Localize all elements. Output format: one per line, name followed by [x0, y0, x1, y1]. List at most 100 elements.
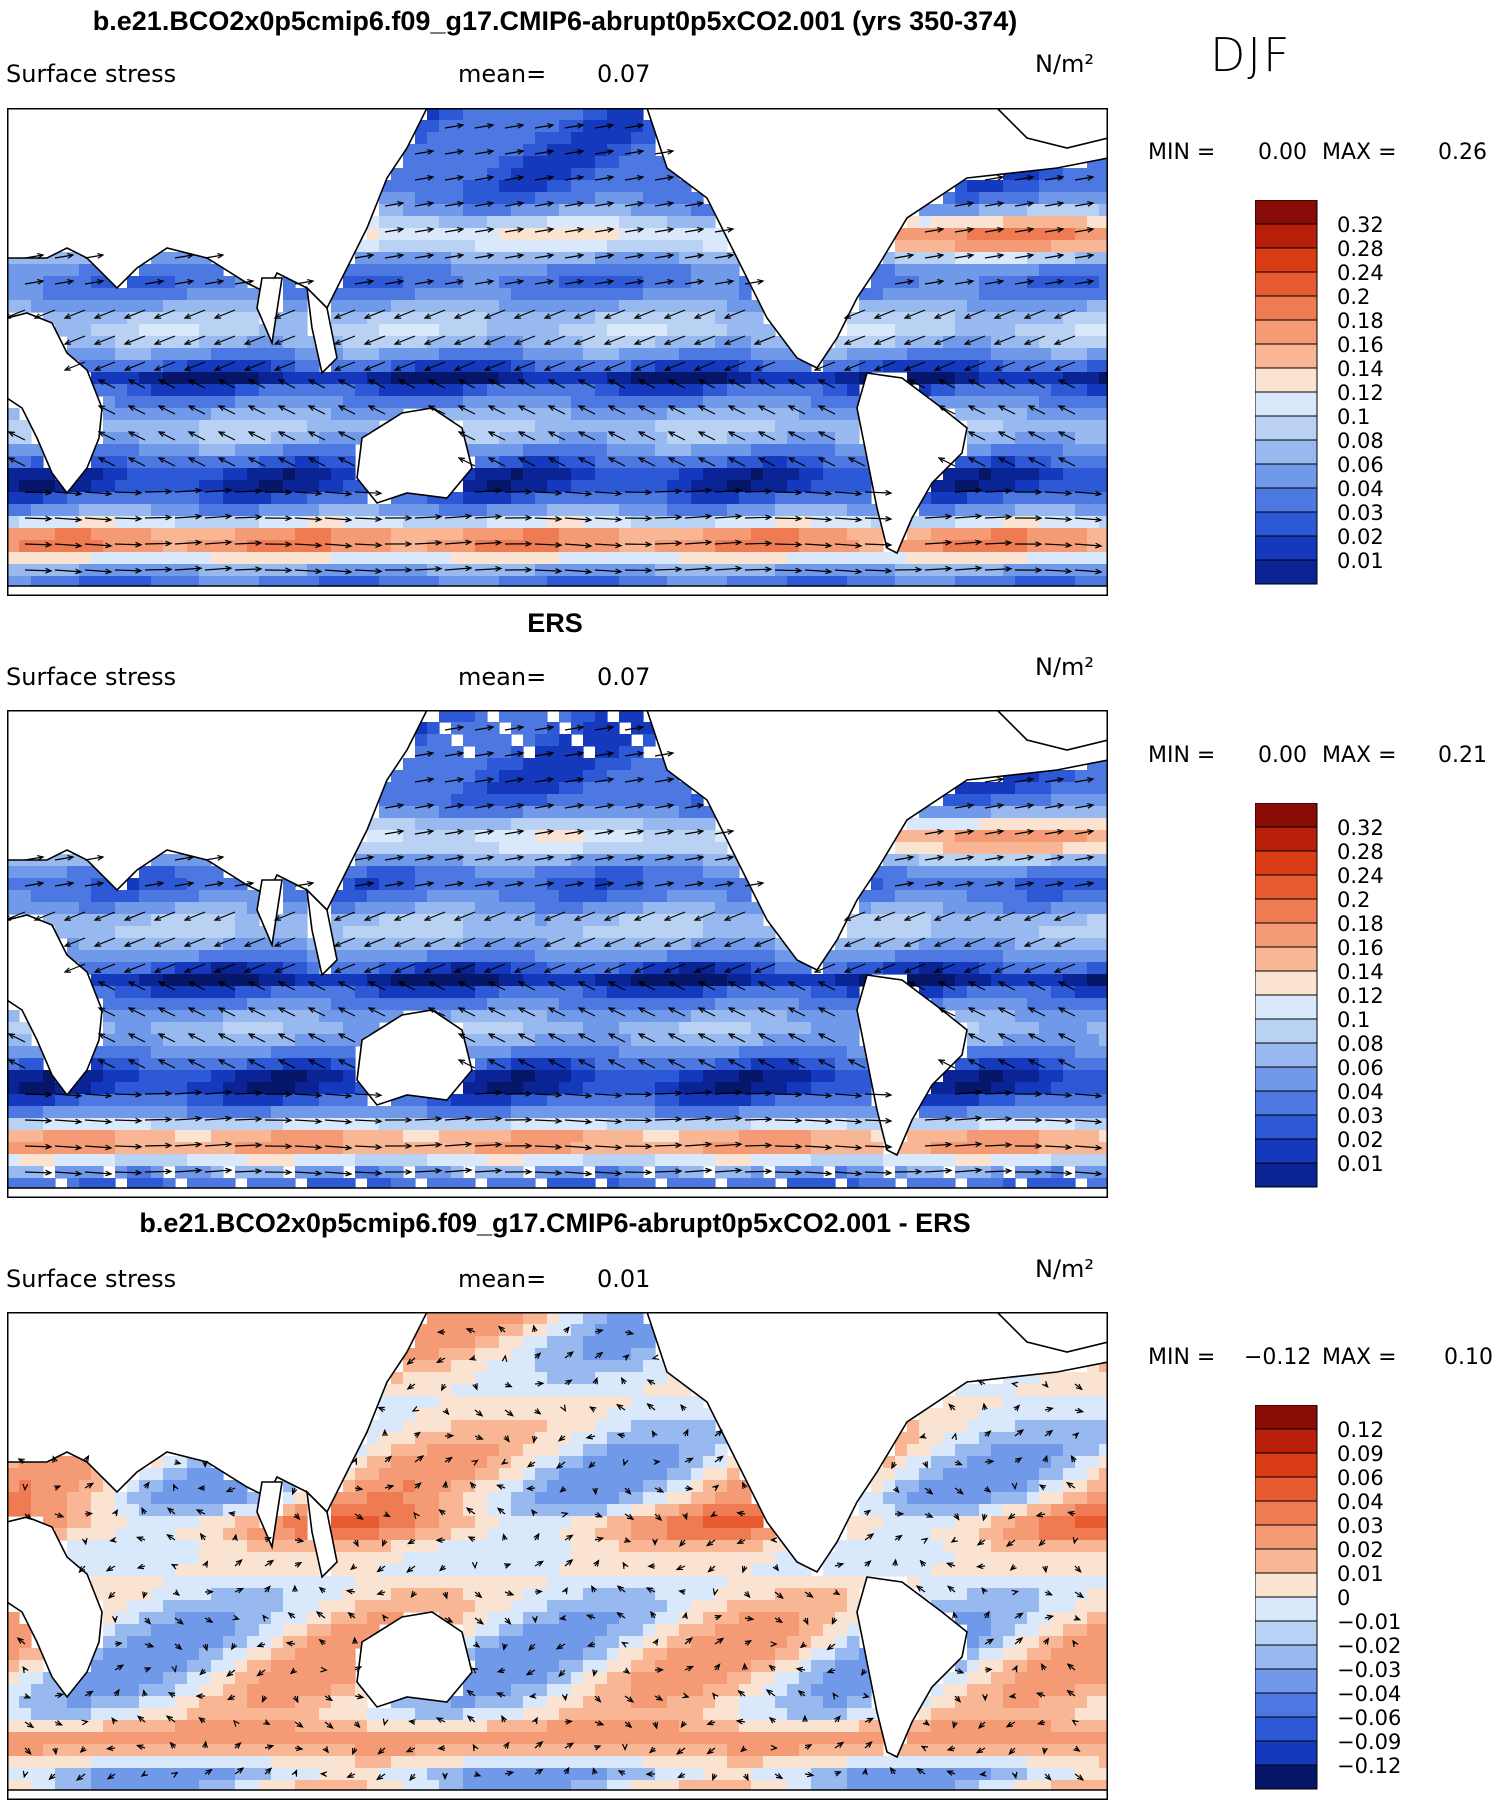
field-cell [1003, 420, 1016, 433]
field-cell [463, 372, 476, 385]
field-cell [475, 204, 488, 217]
field-cell [775, 432, 788, 445]
field-cell [691, 492, 704, 505]
field-cell [583, 432, 596, 445]
vector-head [667, 149, 675, 155]
field-cell [175, 878, 188, 891]
field-cell [547, 324, 560, 337]
field-cell [451, 962, 464, 975]
vector-shaft [1054, 335, 1076, 345]
field-cell [523, 974, 536, 987]
field-cell [139, 540, 152, 553]
field-cell [91, 890, 104, 903]
vector-head [705, 513, 713, 520]
field-cell [535, 372, 548, 385]
field-cell [319, 516, 332, 529]
field-cell [1039, 276, 1052, 289]
field-cell [187, 348, 200, 361]
field-cell [631, 902, 644, 915]
field-cell [751, 360, 764, 373]
vector-head [993, 339, 1002, 345]
vector-shaft [564, 176, 584, 181]
field-cell [619, 782, 632, 795]
field-cell [583, 830, 596, 843]
field-cell [115, 408, 128, 421]
field-cell [559, 216, 572, 229]
field-cell [187, 528, 200, 541]
vector-shaft [578, 431, 596, 441]
field-cell [451, 144, 464, 157]
field-cell [511, 192, 524, 205]
vector-shaft [954, 280, 974, 285]
field-cell [427, 300, 440, 313]
field-cell [715, 950, 728, 963]
field-cell [559, 144, 572, 157]
field-cell [703, 842, 716, 855]
vector-head [675, 488, 683, 495]
field-cell [559, 168, 572, 181]
field-cell [151, 396, 164, 409]
field-cell [223, 276, 236, 289]
field-cell [283, 914, 296, 927]
field-cell [223, 974, 236, 987]
field-cell [499, 372, 512, 385]
vector-head [487, 431, 496, 437]
vector-shaft [488, 457, 506, 467]
field-cell [1075, 168, 1088, 181]
field-cell [967, 240, 980, 253]
field-cell [595, 926, 608, 939]
field-cell [691, 528, 704, 541]
field-cell [607, 914, 620, 927]
field-cell [283, 396, 296, 409]
field-cell [235, 444, 248, 457]
field-cell [175, 444, 188, 457]
vector-shaft [444, 567, 472, 571]
field-cell [1039, 300, 1052, 313]
vector-head [277, 431, 286, 437]
field-cell [319, 432, 332, 445]
field-cell [691, 204, 704, 217]
field-cell [307, 444, 320, 457]
field-cell [415, 926, 428, 939]
field-cell [619, 710, 632, 723]
vector-head [1087, 175, 1095, 181]
field-cell [955, 288, 968, 301]
vector-shaft [844, 335, 866, 345]
vector-shaft [458, 405, 476, 415]
vector-shaft [548, 431, 566, 441]
vector-head [1065, 542, 1073, 549]
field-cell [451, 384, 464, 397]
field-cell [199, 504, 212, 517]
field-cell [223, 348, 236, 361]
vector-shaft [204, 489, 232, 493]
vector-head [397, 227, 405, 233]
field-cell [523, 180, 536, 193]
field-cell [583, 782, 596, 795]
field-cell [655, 324, 668, 337]
vector-shaft [274, 335, 296, 345]
field-cell [1051, 444, 1064, 457]
vector-head [1027, 457, 1036, 463]
field-cell [631, 806, 644, 819]
field-cell [595, 252, 608, 265]
field-cell [535, 516, 548, 529]
vector-head [93, 365, 102, 371]
field-cell [727, 468, 740, 481]
field-cell [67, 902, 80, 915]
field-cell [403, 372, 416, 385]
vector-shaft [1058, 405, 1076, 415]
field-cell [607, 552, 620, 565]
field-cell [463, 842, 476, 855]
field-cell [559, 878, 572, 891]
field-cell [1087, 770, 1100, 783]
field-cell [547, 288, 560, 301]
vector-head [607, 175, 615, 181]
vector-head [735, 539, 743, 546]
field-cell [355, 492, 368, 505]
field-cell [139, 890, 152, 903]
vector-shaft [728, 405, 746, 415]
field-cell [1039, 878, 1052, 891]
field-cell [475, 480, 488, 493]
vector-shaft [848, 457, 866, 467]
field-cell [511, 360, 524, 373]
